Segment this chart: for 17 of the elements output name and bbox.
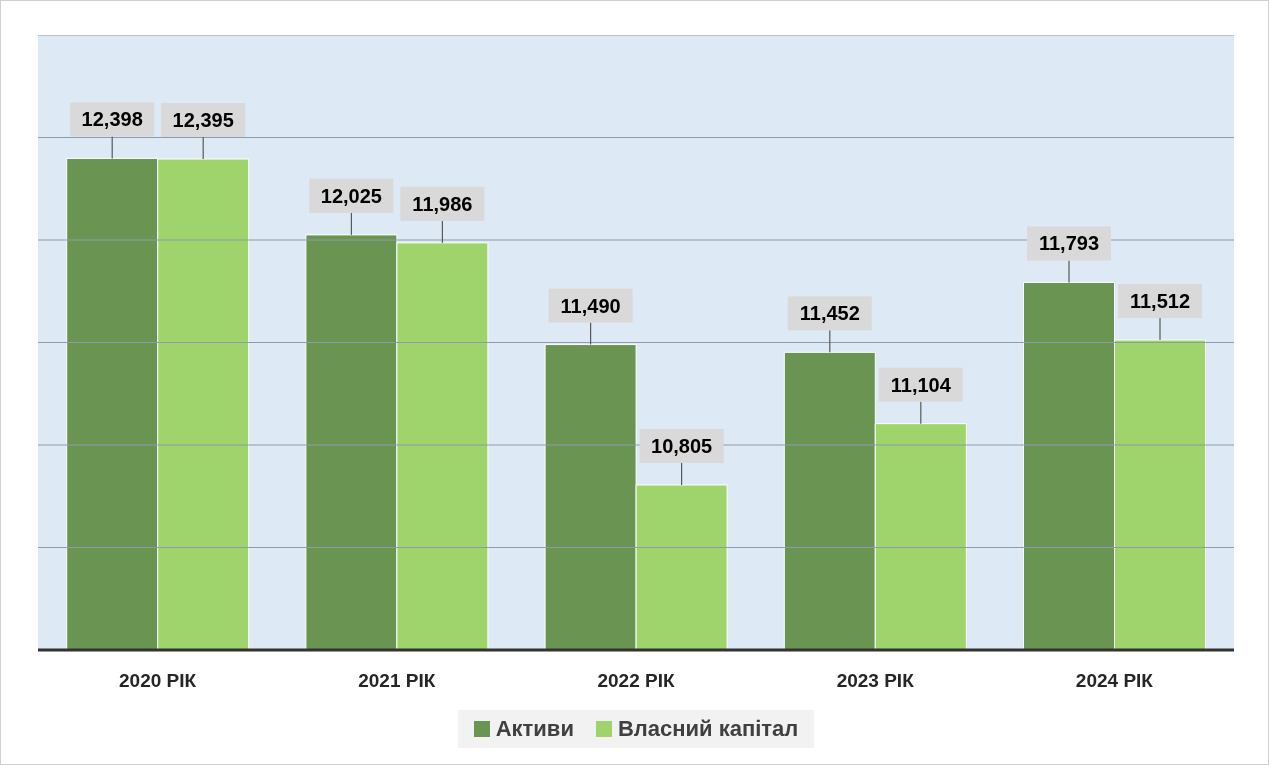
- data-label: 12,398: [81, 108, 143, 131]
- data-label: 12,395: [172, 109, 234, 132]
- data-label: 10,805: [651, 434, 713, 457]
- data-label: 11,490: [560, 294, 621, 317]
- data-label: 11,104: [890, 373, 952, 396]
- x-tick-label: 2021 РІК: [358, 670, 436, 692]
- x-tick-label: 2020 РІК: [119, 670, 197, 692]
- data-label: 11,986: [412, 192, 473, 215]
- legend-label: Власний капітал: [616, 716, 799, 742]
- data-label: 12,025: [320, 184, 382, 207]
- x-tick-label: 2022 РІК: [597, 670, 675, 692]
- x-tick-label: 2023 РІК: [836, 670, 915, 692]
- legend-label: Активи: [494, 716, 574, 742]
- x-tick-label: 2024 РІК: [1075, 670, 1154, 692]
- data-label: 11,452: [799, 302, 860, 325]
- data-label: 11,512: [1129, 290, 1191, 313]
- data-label: 11,793: [1038, 232, 1100, 255]
